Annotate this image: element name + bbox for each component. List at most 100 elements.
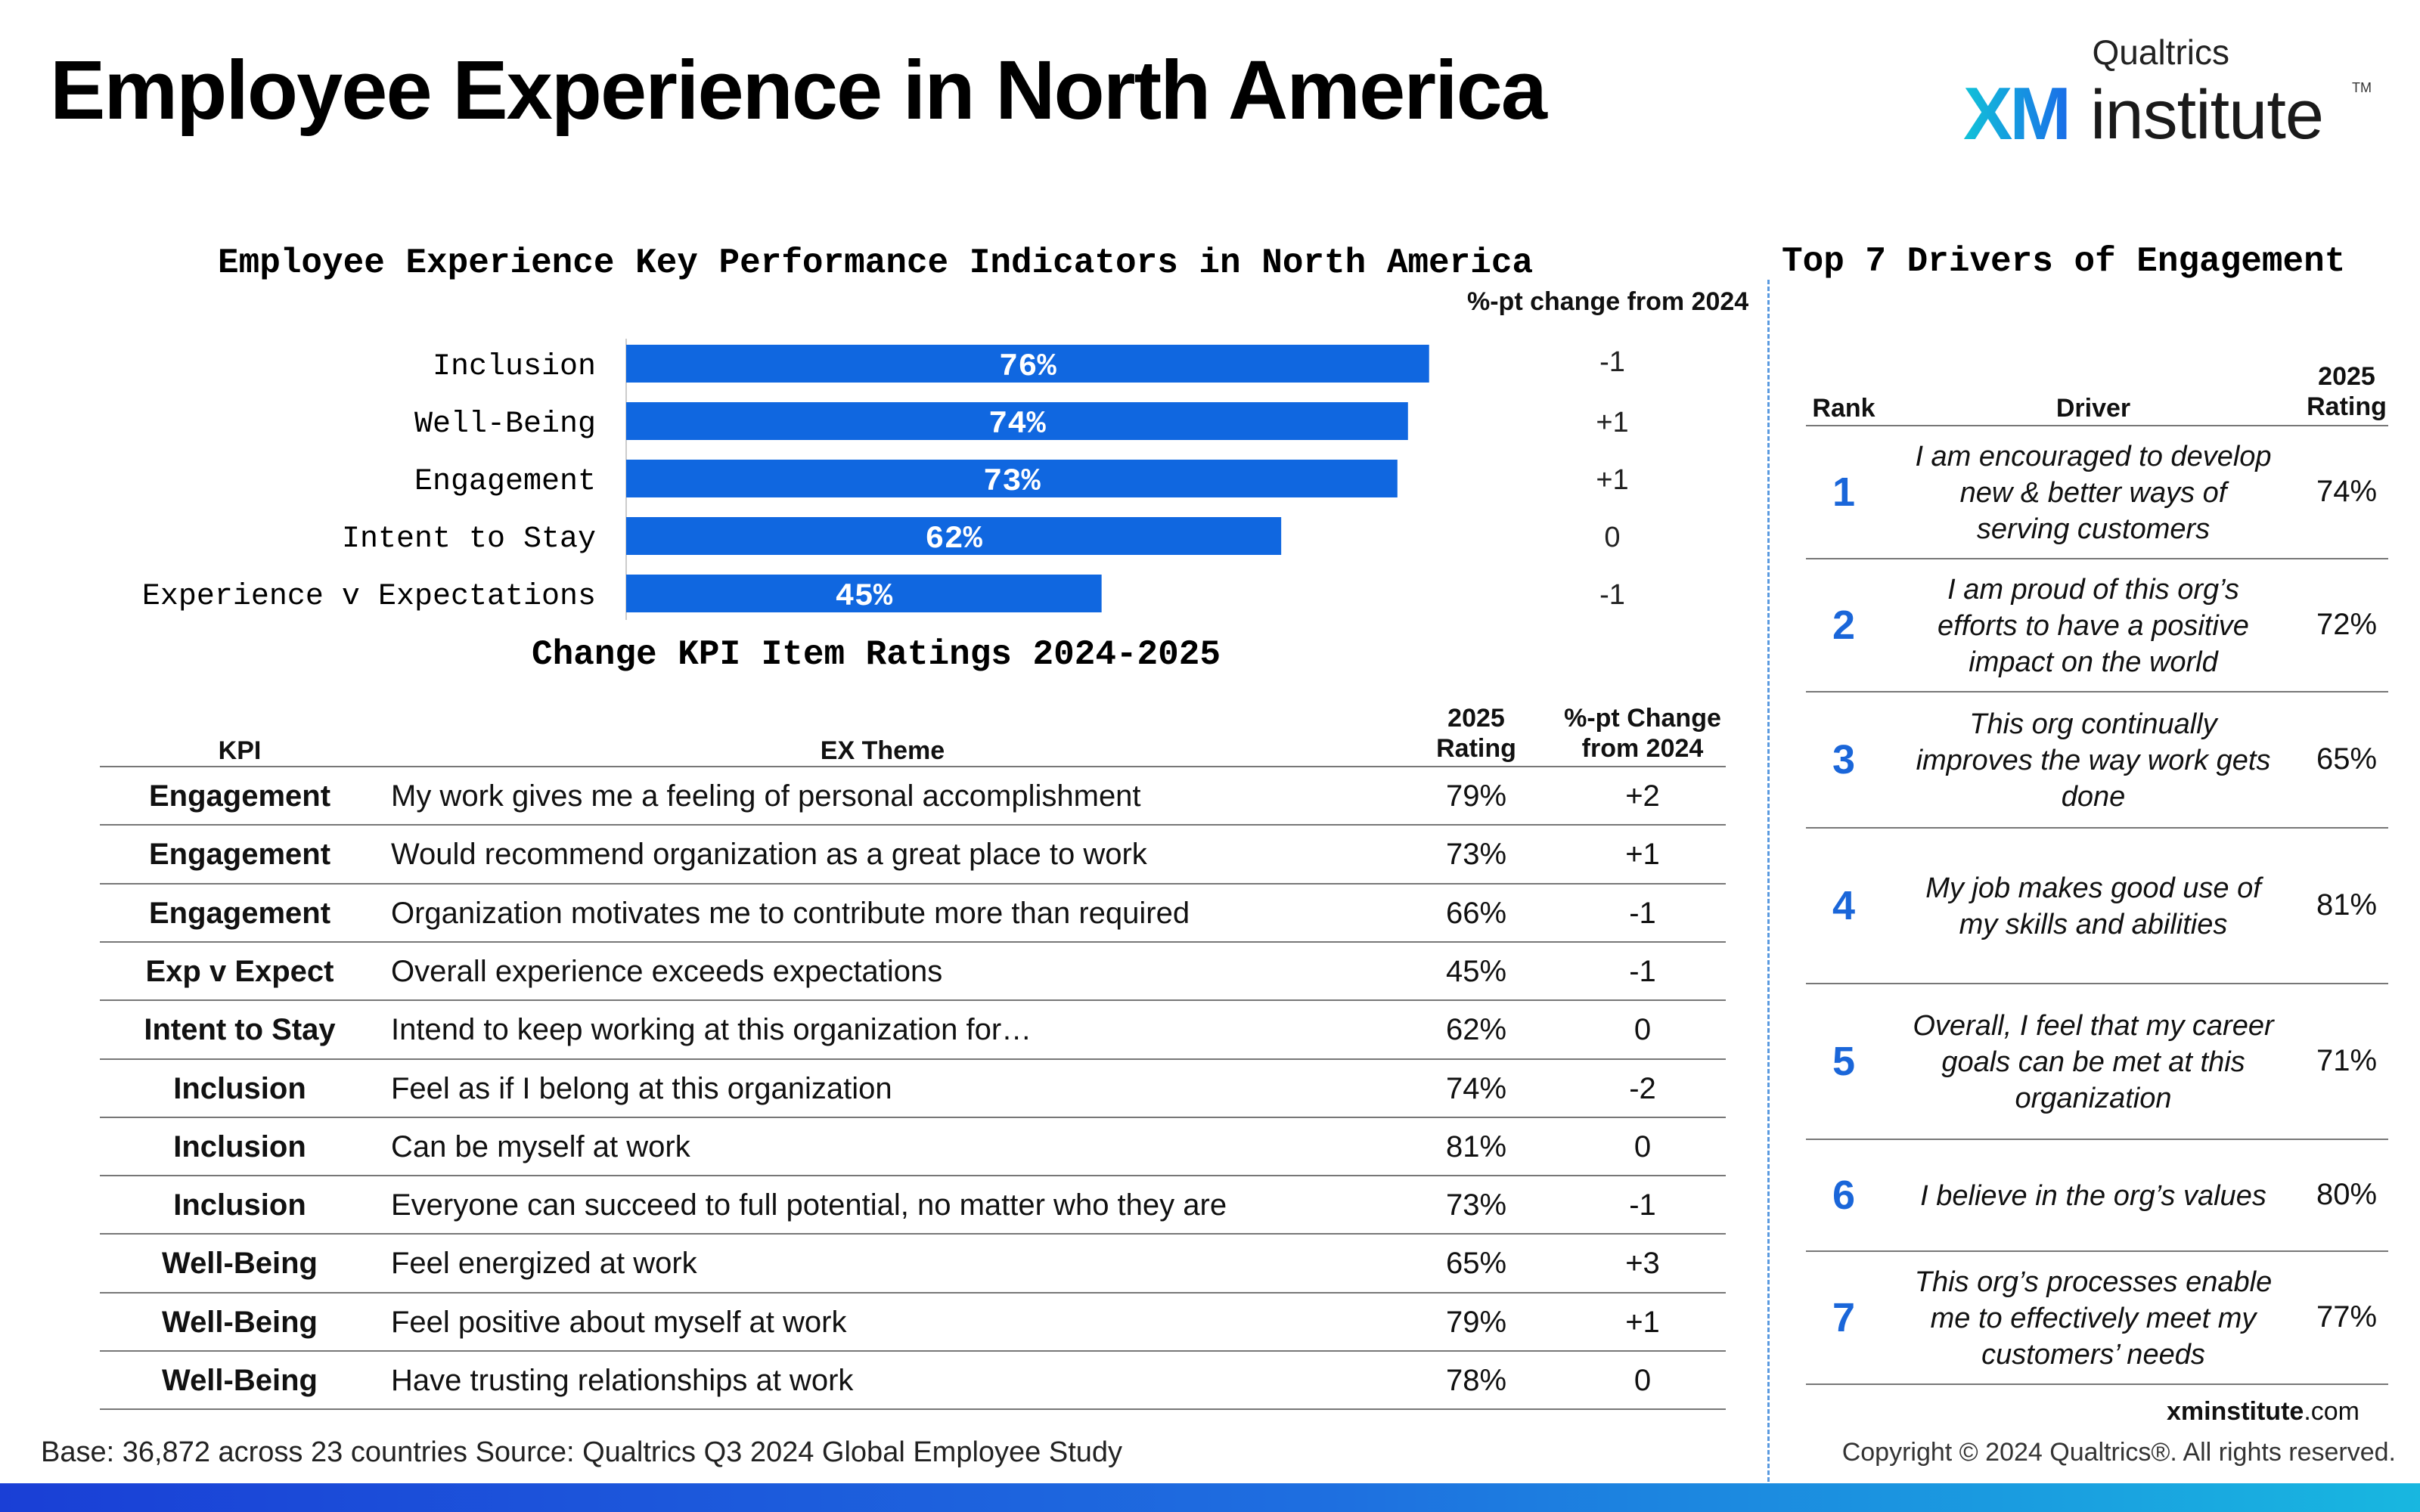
driver-rating-header: 2025 Rating bbox=[2305, 361, 2388, 422]
driver-row: 5 Overall, I feel that my career goals can… bbox=[1806, 983, 2388, 1140]
rating-cell: 73% bbox=[1445, 838, 1507, 872]
bar bbox=[626, 402, 1408, 440]
theme-cell: Can be myself at work bbox=[391, 1129, 690, 1163]
change-cell: +1 bbox=[1625, 1305, 1660, 1339]
rating-cell: 45% bbox=[1445, 954, 1507, 988]
footer-note: Base: 36,872 across 23 countries Source:… bbox=[41, 1436, 1122, 1469]
change-column-header: %-pt change from 2024 bbox=[1467, 287, 1749, 316]
table-row: Well-Being Feel positive about myself at … bbox=[100, 1291, 1726, 1351]
driver-text-line: I am proud of this org’s bbox=[1947, 574, 2239, 606]
rank-column-header: Rank bbox=[1812, 394, 1876, 423]
theme-cell: Feel as if I belong at this organization bbox=[391, 1071, 892, 1105]
logo-institute: institute bbox=[2090, 76, 2324, 153]
driver-text: I believe in the org’s values bbox=[1889, 1178, 2297, 1214]
rating-cell: 81% bbox=[1445, 1129, 1507, 1163]
driver-text-line: customers’ needs bbox=[1981, 1339, 2205, 1371]
kpi-cell: Well-Being bbox=[162, 1247, 318, 1281]
driver-text-line: organization bbox=[2015, 1083, 2172, 1114]
rating-column-header: 2025 Rating bbox=[1401, 703, 1552, 764]
bar-value-label: 74% bbox=[988, 406, 1046, 442]
driver-text: This org continually improves the way wor… bbox=[1889, 706, 2297, 815]
driver-rating: 65% bbox=[2316, 742, 2378, 776]
driver-row: 2 I am proud of this org’s efforts to have… bbox=[1806, 558, 2388, 692]
change-header-line1: %-pt Change bbox=[1564, 704, 1721, 733]
rating-cell: 74% bbox=[1445, 1071, 1507, 1105]
change-cell: +1 bbox=[1625, 838, 1660, 872]
table-row: Well-Being Have trusting relationships at… bbox=[100, 1350, 1726, 1409]
driver-text-line: new & better ways of bbox=[1959, 477, 2227, 509]
change-value: -1 bbox=[1599, 346, 1625, 378]
change-value: 0 bbox=[1604, 522, 1620, 553]
driver-text-line: efforts to have a positive bbox=[1938, 610, 2249, 642]
driver-text: This org’s processes enable me to effecti… bbox=[1889, 1264, 2297, 1373]
site-url: xminstitute.com bbox=[2167, 1397, 2360, 1427]
rating-cell: 79% bbox=[1445, 779, 1507, 813]
driver-text-line: me to effectively meet my bbox=[1930, 1303, 2257, 1334]
category-label: Experience v Expectations bbox=[142, 580, 596, 614]
driver-rating: 77% bbox=[2316, 1300, 2378, 1334]
logo-brand: Qualtrics bbox=[2092, 33, 2229, 72]
driver-row: 4 My job makes good use of my skills and a… bbox=[1806, 827, 2388, 984]
rating-cell: 79% bbox=[1445, 1305, 1507, 1339]
rating-cell: 65% bbox=[1445, 1247, 1507, 1281]
rating-header-line2: Rating bbox=[1436, 734, 1516, 763]
driver-rating: 72% bbox=[2316, 608, 2378, 641]
table-bottom-rule bbox=[100, 1408, 1726, 1411]
rating-header-line1: 2025 bbox=[1447, 704, 1505, 733]
driver-rating-line2: Rating bbox=[2307, 392, 2387, 421]
bar bbox=[626, 517, 1282, 555]
kpi-cell: Inclusion bbox=[173, 1188, 306, 1222]
theme-cell: My work gives me a feeling of personal a… bbox=[391, 779, 1141, 813]
rating-cell: 66% bbox=[1445, 896, 1507, 930]
change-cell: -1 bbox=[1629, 896, 1656, 930]
page-title: Employee Experience in North America bbox=[50, 44, 1547, 137]
driver-row: 3 This org continually improves the way wo… bbox=[1806, 691, 2388, 829]
kpi-cell: Exp v Expect bbox=[145, 954, 334, 988]
logo-tm: TM bbox=[2352, 80, 2372, 95]
driver-row: 7 This org’s processes enable me to effect… bbox=[1806, 1250, 2388, 1385]
kpi-cell: Engagement bbox=[148, 779, 331, 813]
change-value: +1 bbox=[1596, 464, 1628, 496]
table-row: Inclusion Can be myself at work 81% 0 bbox=[100, 1116, 1726, 1176]
bar-value-label: 76% bbox=[999, 349, 1056, 385]
driver-rank: 6 bbox=[1832, 1173, 1856, 1218]
driver-rank: 1 bbox=[1832, 469, 1856, 515]
driver-text: Overall, I feel that my career goals can … bbox=[1889, 1008, 2297, 1117]
change-column-header: %-pt Change from 2024 bbox=[1552, 703, 1733, 764]
driver-rank: 7 bbox=[1832, 1295, 1856, 1340]
table-row: Inclusion Everyone can succeed to full po… bbox=[100, 1175, 1726, 1234]
driver-text-line: I am encouraged to develop bbox=[1915, 441, 2272, 472]
driver-text-line: impact on the world bbox=[1969, 646, 2218, 678]
kpi-bar-chart: Inclusion 76% -1 Well-Being 74% +1 Engagement 7… bbox=[142, 339, 1629, 620]
source-text: Qualtrics Q3 2024 Global Employee Study bbox=[574, 1436, 1123, 1468]
driver-row: 1 I am encouraged to develop new & better … bbox=[1806, 425, 2388, 559]
bar bbox=[626, 345, 1429, 383]
driver-text: I am proud of this org’s efforts to have … bbox=[1889, 572, 2297, 680]
driver-rating: 81% bbox=[2316, 888, 2378, 922]
theme-cell: Would recommend organization as a great … bbox=[391, 838, 1147, 872]
drivers-title: Top 7 Drivers of Engagement bbox=[1782, 242, 2346, 281]
change-cell: +3 bbox=[1625, 1247, 1660, 1281]
kpi-cell: Intent to Stay bbox=[144, 1013, 336, 1047]
driver-row: 6 I believe in the org’s values 80% bbox=[1806, 1139, 2388, 1252]
change-cell: 0 bbox=[1634, 1364, 1652, 1397]
driver-text-line: goals can be met at this bbox=[1941, 1046, 2245, 1078]
theme-cell: Intend to keep working at this organizat… bbox=[391, 1013, 1032, 1047]
driver-text-line: my skills and abilities bbox=[1959, 909, 2228, 940]
driver-text-line: improves the way work gets bbox=[1916, 745, 2271, 776]
kpi-chart-title: Employee Experience Key Performance Indi… bbox=[218, 243, 1534, 283]
xm-institute-logo: Qualtrics XM institute TM bbox=[1963, 32, 2372, 155]
table-row: Engagement Organization motivates me to c… bbox=[100, 882, 1726, 942]
driver-text-line: I believe in the org’s values bbox=[1920, 1180, 2266, 1212]
driver-text: My job makes good use of my skills and ab… bbox=[1889, 870, 2297, 943]
category-label: Intent to Stay bbox=[342, 522, 596, 556]
category-label: Well-Being bbox=[414, 407, 596, 442]
change-value: +1 bbox=[1596, 407, 1628, 438]
driver-rank: 2 bbox=[1832, 603, 1856, 648]
theme-cell: Organization motivates me to contribute … bbox=[391, 896, 1190, 930]
bar-value-label: 73% bbox=[983, 463, 1041, 500]
base-label: Base: bbox=[41, 1436, 115, 1468]
kpi-column-header: KPI bbox=[218, 736, 262, 765]
driver-rating: 80% bbox=[2316, 1178, 2378, 1211]
logo-xm: XM bbox=[1963, 72, 2071, 155]
